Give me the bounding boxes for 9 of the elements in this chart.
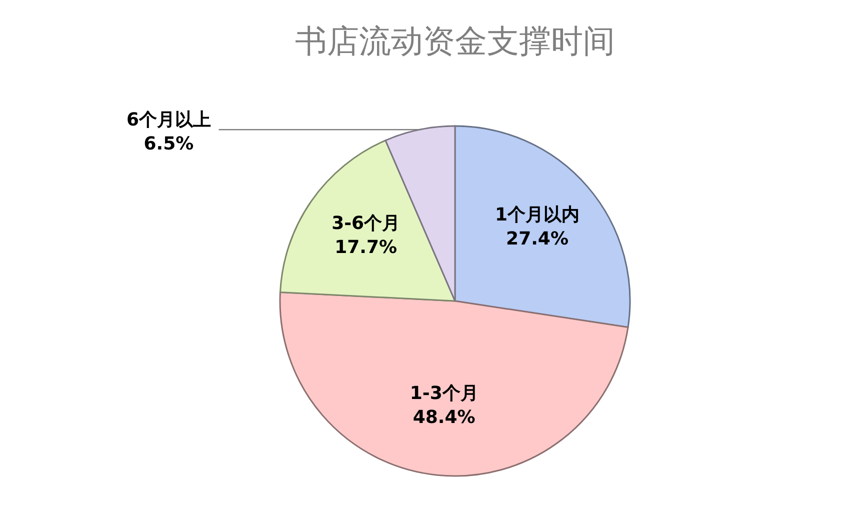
slice-label: 6个月以上 (126, 110, 212, 131)
data-label: 27.4% (506, 228, 569, 250)
slice-label: 1个月以内 (495, 204, 580, 226)
slice-label: 1-3个月 (410, 382, 478, 404)
slice-label: 3-6个月 (332, 213, 400, 234)
data-label: 17.7% (334, 237, 398, 258)
title: 书店流动资金支撑时间 (295, 22, 615, 60)
data-label: 6.5% (144, 134, 194, 155)
data-label: 48.4% (412, 406, 476, 428)
